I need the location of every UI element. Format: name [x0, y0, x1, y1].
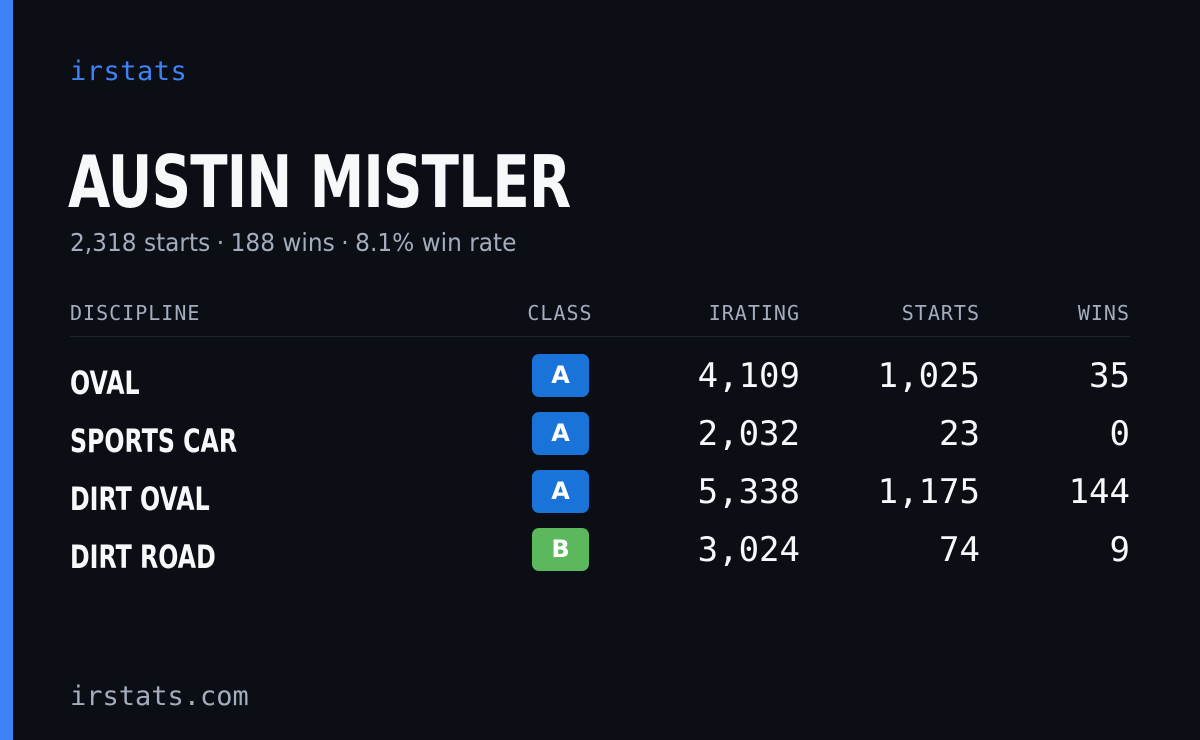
- wins-value: 0: [1109, 414, 1130, 454]
- table-row: OVAL A 4,109 1,025 35: [0, 354, 1200, 412]
- class-badge: B: [532, 528, 589, 571]
- table-row: DIRT OVAL A 5,338 1,175 144: [0, 470, 1200, 528]
- accent-bar: [0, 0, 13, 740]
- irating-value: 4,109: [697, 356, 800, 396]
- discipline-name: OVAL: [70, 364, 140, 402]
- driver-name: AUSTIN MISTLER: [68, 140, 571, 224]
- summary-win-rate: 8.1% win rate: [355, 228, 517, 257]
- discipline-name: SPORTS CAR: [70, 422, 238, 460]
- column-header-wins: WINS: [1077, 301, 1130, 325]
- brand-logo[interactable]: irstats: [70, 56, 188, 87]
- wins-value: 9: [1109, 530, 1130, 570]
- summary-starts: 2,318 starts: [70, 228, 211, 257]
- class-badge: A: [532, 470, 589, 513]
- header-divider: [70, 336, 1130, 337]
- starts-value: 1,175: [877, 472, 980, 512]
- table-row: SPORTS CAR A 2,032 23 0: [0, 412, 1200, 470]
- wins-value: 35: [1089, 356, 1130, 396]
- column-header-irating: IRATING: [708, 301, 800, 325]
- irating-value: 5,338: [697, 472, 800, 512]
- summary-wins: 188 wins: [230, 228, 335, 257]
- wins-value: 144: [1068, 472, 1130, 512]
- irating-value: 2,032: [697, 414, 800, 454]
- column-header-discipline: DISCIPLINE: [70, 301, 201, 325]
- summary-separator: ·: [216, 228, 225, 257]
- discipline-name: DIRT ROAD: [70, 538, 216, 576]
- column-header-starts: STARTS: [901, 301, 980, 325]
- class-badge: A: [532, 412, 589, 455]
- discipline-name: DIRT OVAL: [70, 480, 210, 518]
- starts-value: 23: [939, 414, 980, 454]
- class-badge: A: [532, 354, 589, 397]
- starts-value: 74: [939, 530, 980, 570]
- starts-value: 1,025: [877, 356, 980, 396]
- irating-value: 3,024: [697, 530, 800, 570]
- driver-summary: 2,318 starts · 188 wins · 8.1% win rate: [70, 228, 516, 257]
- summary-separator: ·: [341, 228, 349, 257]
- table-row: DIRT ROAD B 3,024 74 9: [0, 528, 1200, 586]
- footer-url[interactable]: irstats.com: [70, 681, 249, 712]
- column-header-class: CLASS: [527, 301, 593, 325]
